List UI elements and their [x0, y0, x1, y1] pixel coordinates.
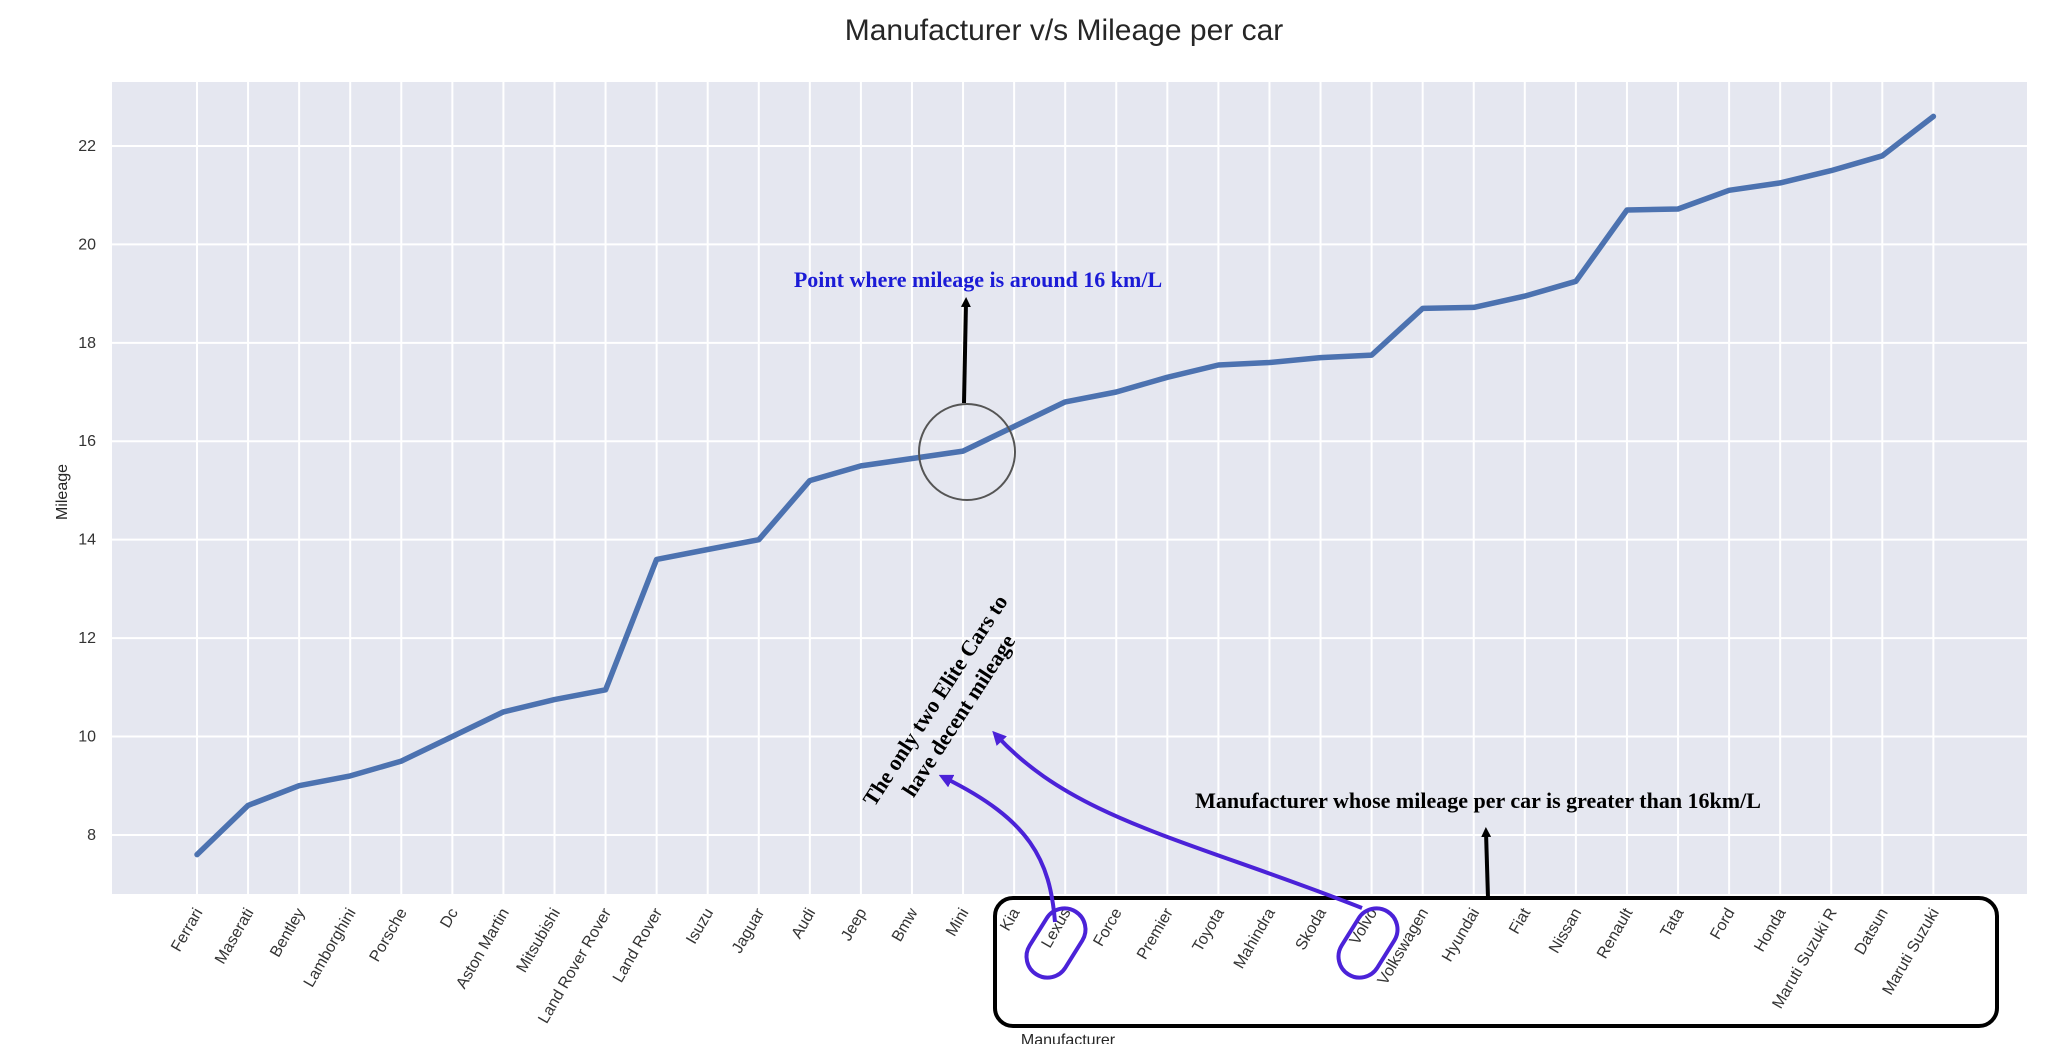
- x-tick-label: Jaguar: [729, 905, 769, 956]
- data-point: [909, 456, 914, 461]
- data-point: [603, 687, 608, 692]
- y-tick-label: 16: [78, 433, 96, 450]
- data-point: [654, 557, 659, 562]
- x-tick-label: Aston Martin: [453, 906, 513, 992]
- x-tick-label: Nissan: [1546, 906, 1585, 957]
- x-tick-label: Tata: [1658, 905, 1688, 940]
- x-tick-label: Mahindra: [1231, 905, 1279, 971]
- data-point: [1267, 360, 1272, 365]
- data-point: [1778, 180, 1783, 185]
- chart-title: Manufacturer v/s Mileage per car: [845, 14, 1284, 47]
- y-tick-label: 14: [78, 532, 96, 549]
- x-tick-label: Bmw: [889, 905, 922, 945]
- volvo-arrow: [992, 730, 1363, 910]
- data-point: [1369, 353, 1374, 358]
- x-tick-label: Skoda: [1293, 905, 1330, 953]
- y-tick-label: 8: [87, 827, 96, 844]
- data-point: [1471, 305, 1476, 310]
- data-point: [501, 709, 506, 714]
- grid-lines: [112, 82, 2027, 894]
- group-box: [993, 896, 1999, 1028]
- plot-area: [112, 82, 2027, 894]
- data-point: [1880, 153, 1885, 158]
- data-point: [348, 773, 353, 778]
- x-tick-label: Dc: [437, 906, 462, 931]
- data-point: [195, 852, 199, 857]
- y-tick-labels: 8 10 12 14 16 18 20 22: [78, 138, 96, 844]
- x-tick-label: Fiat: [1506, 905, 1534, 937]
- x-tick-label: Volkswagen: [1375, 906, 1432, 988]
- x-tick-label: Land Rover: [610, 905, 666, 986]
- data-point: [756, 537, 761, 542]
- x-tick-label: Maruti Suzuki: [1880, 906, 1943, 998]
- group-annotation: Manufacturer whose mileage per car is gr…: [1195, 788, 1761, 813]
- x-tick-label: Force: [1091, 905, 1126, 949]
- series-layer: [194, 113, 1937, 858]
- x-tick-label: Hyundai: [1439, 906, 1483, 965]
- data-point: [1216, 362, 1221, 367]
- point-arrow: [960, 297, 971, 404]
- y-axis-label: Mileage: [54, 464, 71, 520]
- x-tick-label: Ford: [1707, 906, 1738, 943]
- data-point: [1114, 390, 1119, 395]
- x-tick-label: Isuzu: [683, 906, 717, 948]
- data-point: [961, 449, 966, 454]
- data-point: [1573, 279, 1578, 284]
- data-point: [552, 697, 557, 702]
- x-tick-label: Lexus: [1039, 906, 1075, 951]
- lexus-arrow: [938, 774, 1057, 923]
- lexus-highlight: [1024, 906, 1088, 980]
- data-point: [1012, 424, 1017, 429]
- y-tick-label: 12: [78, 630, 96, 647]
- x-tick-label: Honda: [1751, 905, 1789, 954]
- volvo-highlight: [1336, 906, 1400, 980]
- data-point: [297, 783, 302, 788]
- x-tick-label: Jeep: [838, 905, 870, 944]
- data-point: [1318, 355, 1323, 360]
- data-point: [1829, 168, 1834, 173]
- x-tick-label: Bentley: [267, 906, 308, 961]
- y-tick-label: 20: [78, 236, 96, 253]
- data-point: [858, 463, 863, 468]
- x-tick-label: Audi: [789, 906, 820, 942]
- data-point: [1165, 375, 1170, 380]
- x-tick-label: Mini: [943, 906, 972, 940]
- x-tick-label: Mitsubishi: [514, 906, 564, 976]
- data-point: [1420, 306, 1425, 311]
- data-point: [450, 734, 455, 739]
- data-point: [1676, 206, 1681, 211]
- data-point: [399, 759, 404, 764]
- y-tick-label: 18: [78, 335, 96, 352]
- magnifier-circle: [918, 403, 1016, 501]
- y-tick-label: 10: [78, 729, 96, 746]
- x-tick-label: Lamborghini: [301, 906, 360, 991]
- data-point: [1624, 207, 1629, 212]
- y-tick-label: 22: [78, 138, 96, 155]
- x-tick-label: Ferrari: [168, 906, 206, 955]
- data-point: [1727, 188, 1732, 193]
- x-tick-label: Kia: [997, 905, 1023, 934]
- x-tick-label: Premier: [1134, 905, 1177, 963]
- x-tick-label: Renault: [1594, 905, 1637, 962]
- x-tick-label: Datsun: [1852, 906, 1892, 958]
- x-tick-label: Toyota: [1190, 905, 1228, 954]
- x-axis-label: Manufacturer: [1021, 1032, 1116, 1044]
- x-tick-label: Porsche: [367, 905, 411, 964]
- data-point: [1931, 114, 1936, 119]
- data-point: [1063, 399, 1068, 404]
- group-arrow: [1481, 827, 1492, 899]
- data-point: [246, 803, 251, 808]
- point-annotation: Point where mileage is around 16 km/L: [794, 267, 1162, 292]
- data-point: [807, 478, 812, 483]
- data-point: [1522, 294, 1527, 299]
- x-tick-label: Maserati: [212, 906, 257, 968]
- data-point: [705, 547, 710, 552]
